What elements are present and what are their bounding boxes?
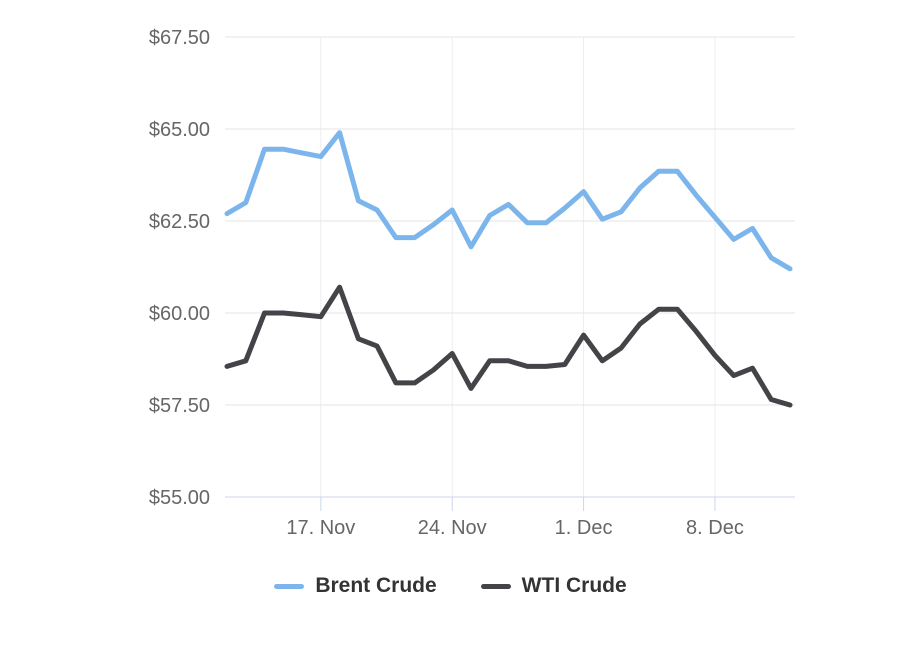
wti-crude-line-swatch <box>480 583 511 589</box>
legend-item-wti-crude[interactable]: WTI Crude <box>480 574 627 598</box>
x-axis-label: 8. Dec <box>686 517 744 539</box>
legend-label[interactable]: Brent Crude <box>315 574 437 597</box>
y-axis-label: $65.00 <box>149 119 210 141</box>
y-axis-label: $60.00 <box>149 303 210 325</box>
x-axis-label: 1. Dec <box>555 517 613 539</box>
y-axis-label: $62.50 <box>149 211 210 233</box>
x-axis-label: 24. Nov <box>418 517 487 539</box>
series-line-wti-crude[interactable] <box>224 284 793 408</box>
brent-crude-line-swatch <box>274 583 305 589</box>
y-axis-label: $55.00 <box>149 487 210 509</box>
legend-item-brent-crude[interactable]: Brent Crude <box>274 574 437 598</box>
legend-label[interactable]: WTI Crude <box>521 574 627 597</box>
x-axis-label: 17. Nov <box>286 517 355 539</box>
chart-legend: Brent Crude WTI Crude <box>0 574 901 598</box>
series-line-brent-crude[interactable] <box>224 130 793 272</box>
y-axis-label: $57.50 <box>149 395 210 417</box>
y-axis-label: $67.50 <box>149 27 210 49</box>
